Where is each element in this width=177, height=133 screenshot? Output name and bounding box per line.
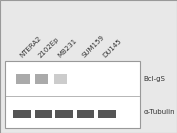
Bar [55,114,73,118]
Bar [16,74,30,84]
Bar [98,110,116,115]
Text: α-Tubulin: α-Tubulin [143,109,175,115]
Bar [35,114,52,118]
Text: 2102Ep: 2102Ep [38,36,61,59]
Text: Bcl-gS: Bcl-gS [143,76,165,82]
Bar [98,114,116,118]
Bar [35,110,52,115]
Text: NTERA2: NTERA2 [19,35,42,59]
Bar [13,110,31,115]
Bar [54,74,67,84]
Bar [77,110,94,115]
Bar [5,61,140,128]
Bar [77,114,94,118]
Text: MB231: MB231 [56,37,78,59]
Bar [55,110,73,115]
Text: DU145: DU145 [102,38,123,59]
Bar [35,74,48,84]
Bar [13,114,31,118]
Text: SUM159: SUM159 [81,34,105,59]
